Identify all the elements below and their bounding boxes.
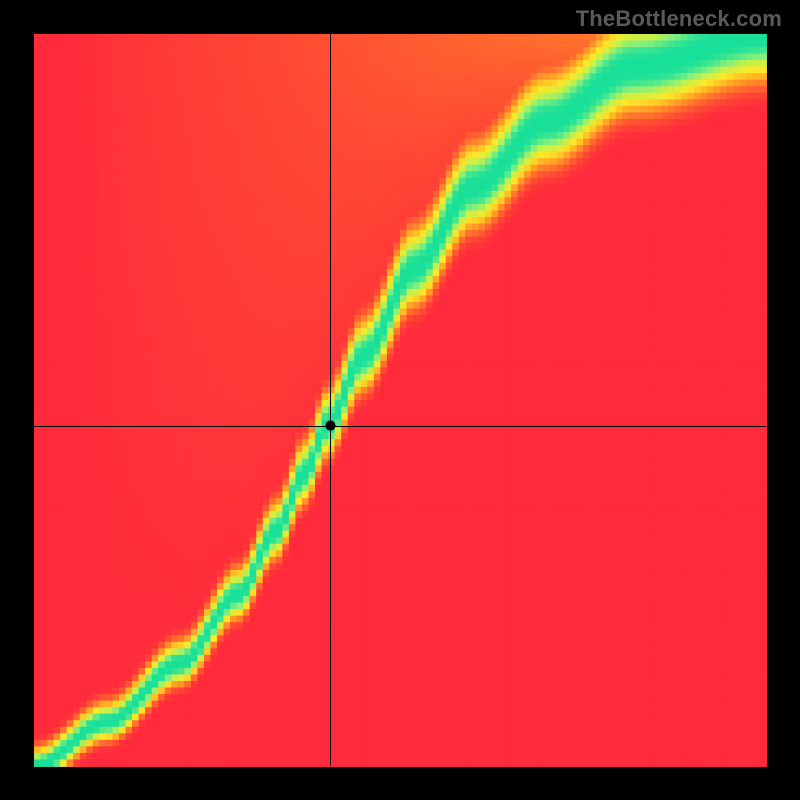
- bottleneck-heatmap: [0, 0, 800, 800]
- watermark-text: TheBottleneck.com: [576, 6, 782, 32]
